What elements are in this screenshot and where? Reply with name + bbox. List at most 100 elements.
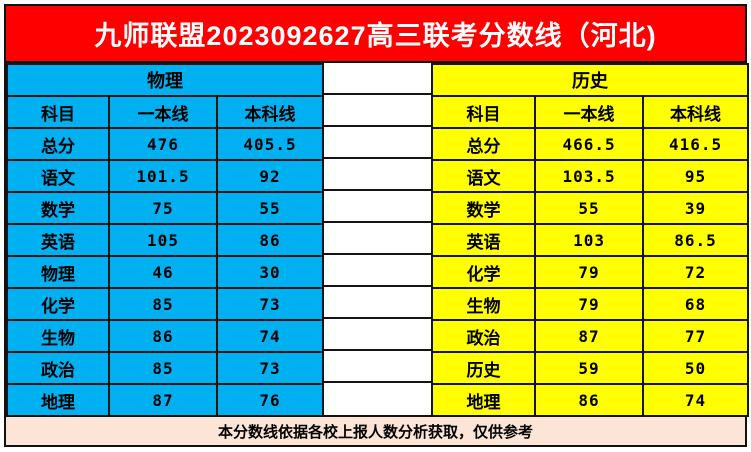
score-cell: 86 [215, 223, 325, 257]
column-header-subject: 科目 [6, 95, 110, 129]
tables-zone: 物理 科目 一本线 本科线 总分 476 405.5 语文 101.5 92 [5, 63, 750, 417]
score-cell: 405.5 [215, 127, 325, 161]
score-cell: 85 [108, 351, 218, 385]
subject-cell: 历史 [431, 351, 537, 385]
table-row: 科目 一本线 本科线 [6, 95, 325, 129]
table-row: 历史 59 50 [431, 351, 750, 385]
subject-cell: 地理 [431, 383, 537, 417]
score-cell: 105 [108, 223, 218, 257]
score-cell: 76 [215, 383, 325, 417]
score-cell: 416.5 [642, 127, 750, 161]
physics-group-header: 物理 [5, 63, 325, 97]
score-cell: 476 [108, 127, 218, 161]
subject-cell: 生物 [6, 319, 110, 353]
subject-cell: 化学 [6, 287, 110, 321]
score-cell: 74 [642, 383, 750, 417]
subject-cell: 地理 [6, 383, 110, 417]
column-header-tier1: 一本线 [108, 95, 218, 129]
score-cell: 79 [534, 255, 645, 289]
score-cell: 55 [534, 191, 645, 225]
spacer-cell [324, 351, 432, 383]
page-title: 九师联盟2023092627高三联考分数线（河北) [94, 21, 657, 51]
subject-cell: 总分 [431, 127, 537, 161]
spacer-cell [324, 95, 432, 127]
spacer-cell [324, 191, 432, 223]
score-cell: 73 [215, 287, 325, 321]
subject-cell: 语文 [431, 159, 537, 193]
table-row: 总分 466.5 416.5 [431, 127, 750, 161]
spacer-cell [324, 319, 432, 351]
subject-cell: 化学 [431, 255, 537, 289]
table-row: 生物 86 74 [6, 319, 325, 353]
table-row: 历史 [431, 63, 750, 97]
score-cell: 72 [642, 255, 750, 289]
subject-cell: 数学 [431, 191, 537, 225]
score-cell: 86 [108, 319, 218, 353]
score-cell: 101.5 [108, 159, 218, 193]
score-cell: 30 [215, 255, 325, 289]
score-cell: 103 [534, 223, 645, 257]
table-row: 地理 87 76 [6, 383, 325, 417]
score-cell: 75 [108, 191, 218, 225]
history-group-header: 历史 [431, 63, 750, 97]
score-cell: 86.5 [642, 223, 750, 257]
table-row: 物理 [5, 63, 325, 97]
spacer-cell [324, 287, 432, 319]
table-row: 政治 87 77 [431, 319, 750, 353]
table-row: 政治 85 73 [6, 351, 325, 385]
history-table: 历史 科目 一本线 本科线 总分 466.5 416.5 语文 103.5 95 [431, 63, 750, 417]
score-cell: 74 [215, 319, 325, 353]
score-cell: 86 [534, 383, 645, 417]
table-row: 地理 86 74 [431, 383, 750, 417]
subject-cell: 总分 [6, 127, 110, 161]
score-cell: 73 [215, 351, 325, 385]
title-bar: 九师联盟2023092627高三联考分数线（河北) [6, 6, 745, 63]
footer-note-bar: 本分数线依据各校上报人数分析获取，仅供参考 [6, 415, 745, 445]
score-cell: 466.5 [534, 127, 645, 161]
column-header-tier1: 一本线 [534, 95, 645, 129]
score-sheet: 九师联盟2023092627高三联考分数线（河北) 物理 科目 一本线 本科线 … [4, 4, 750, 447]
column-header-tier2: 本科线 [215, 95, 325, 129]
column-header-tier2: 本科线 [642, 95, 750, 129]
subject-cell: 生物 [431, 287, 537, 321]
score-cell: 92 [215, 159, 325, 193]
table-row: 语文 103.5 95 [431, 159, 750, 193]
subject-cell: 物理 [6, 255, 110, 289]
subject-cell: 英语 [6, 223, 110, 257]
table-row: 英语 105 86 [6, 223, 325, 257]
table-row: 化学 79 72 [431, 255, 750, 289]
score-cell: 39 [642, 191, 750, 225]
footer-note: 本分数线依据各校上报人数分析获取，仅供参考 [217, 423, 533, 441]
score-cell: 87 [108, 383, 218, 417]
score-cell: 95 [642, 159, 750, 193]
score-cell: 55 [215, 191, 325, 225]
score-cell: 87 [534, 319, 645, 353]
column-header-subject: 科目 [431, 95, 537, 129]
spacer-cell [324, 255, 432, 287]
table-row: 物理 46 30 [6, 255, 325, 289]
spacer-cell [324, 383, 432, 415]
subject-cell: 政治 [6, 351, 110, 385]
table-row: 生物 79 68 [431, 287, 750, 321]
table-row: 总分 476 405.5 [6, 127, 325, 161]
table-row: 数学 75 55 [6, 191, 325, 225]
spacer-column [324, 63, 432, 415]
table-row: 化学 85 73 [6, 287, 325, 321]
spacer-cell [324, 63, 432, 95]
spacer-cell [324, 223, 432, 255]
score-cell: 77 [642, 319, 750, 353]
score-cell: 103.5 [534, 159, 645, 193]
table-row: 英语 103 86.5 [431, 223, 750, 257]
subject-cell: 语文 [6, 159, 110, 193]
score-cell: 59 [534, 351, 645, 385]
score-cell: 46 [108, 255, 218, 289]
subject-cell: 政治 [431, 319, 537, 353]
subject-cell: 数学 [6, 191, 110, 225]
table-row: 数学 55 39 [431, 191, 750, 225]
score-cell: 50 [642, 351, 750, 385]
score-cell: 68 [642, 287, 750, 321]
physics-table: 物理 科目 一本线 本科线 总分 476 405.5 语文 101.5 92 [5, 63, 325, 417]
subject-cell: 英语 [431, 223, 537, 257]
spacer-cell [324, 159, 432, 191]
table-row: 科目 一本线 本科线 [431, 95, 750, 129]
